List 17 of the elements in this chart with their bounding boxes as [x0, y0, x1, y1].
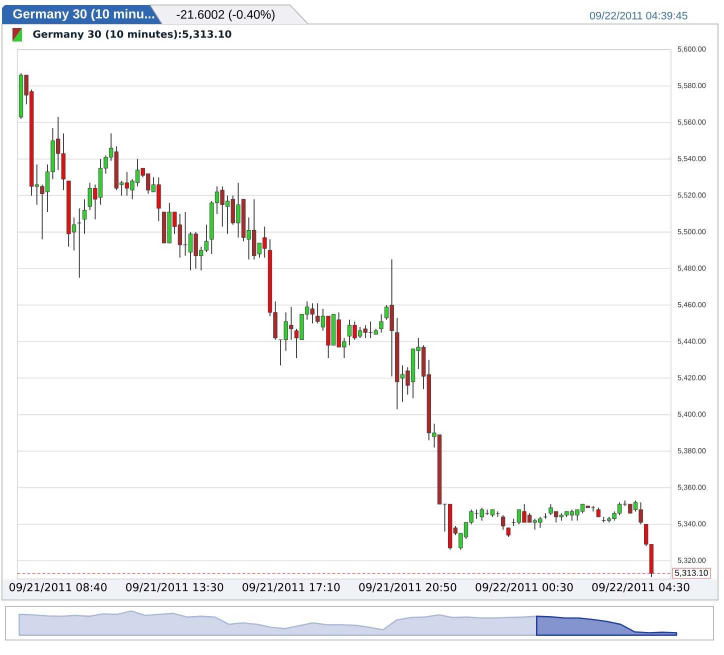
- candlestick: [379, 314, 384, 333]
- candlestick: [77, 208, 82, 278]
- candlestick: [596, 507, 601, 518]
- x-tick-label: 09/22/2011 04:30: [592, 583, 690, 592]
- legend-label: Germany 30 (10 minutes):5,313.10: [33, 30, 232, 40]
- chart-title: Germany 30 (10 minu...: [13, 8, 154, 22]
- x-tick-label: 09/21/2011 20:50: [359, 583, 456, 592]
- x-tick-label: 09/21/2011 17:10: [242, 583, 340, 592]
- x-tick-label: 09/21/2011 08:40: [10, 583, 107, 592]
- ref-line-label: 5,313.10: [675, 570, 708, 577]
- candlestick: [506, 528, 510, 538]
- text: 09/22/2011 04:39:45: [590, 12, 688, 20]
- chart-subtitle: -21.6002 (-0.40%): [176, 10, 275, 22]
- candlestick: [82, 198, 87, 234]
- x-tick-label: 09/22/2011 00:30: [476, 583, 573, 592]
- x-tick-label: 09/21/2011 13:30: [126, 583, 224, 592]
- candlestick: [501, 514, 506, 530]
